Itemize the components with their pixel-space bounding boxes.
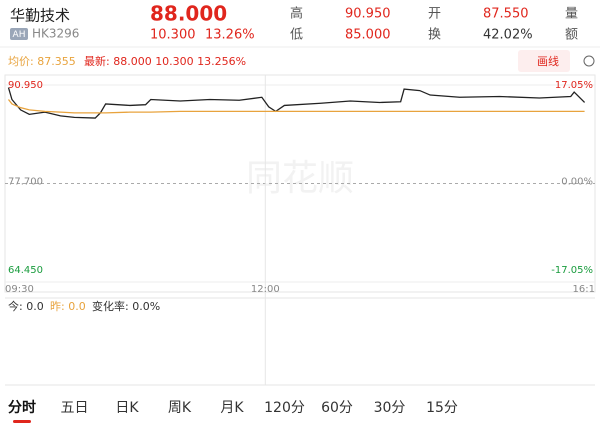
x-tick-label: 16:1 — [573, 284, 595, 295]
tab[interactable]: 月K — [220, 400, 244, 416]
stat-value: 90.950 — [345, 7, 391, 22]
tab[interactable]: 120分 — [264, 400, 305, 416]
badge: AH — [13, 30, 26, 40]
stat-label: 换 — [428, 28, 441, 43]
y-tick-label: 64.450 — [8, 265, 43, 276]
ind-rate: 变化率: 0.0% — [92, 299, 160, 313]
stat-label: 额 — [565, 28, 578, 43]
stat-label: 低 — [290, 28, 303, 43]
y-tick-label: 90.950 — [8, 80, 43, 91]
ind-today: 今: 0.0 — [8, 299, 44, 313]
draw-button-bg[interactable] — [518, 50, 570, 72]
badge-bg — [10, 28, 28, 40]
price: 88.000 — [150, 2, 227, 26]
y-tick-label: 77.700 — [8, 177, 43, 188]
tab[interactable]: 分时 — [8, 399, 36, 416]
stat-label: 量 — [565, 7, 578, 22]
stat-label: 高 — [290, 6, 303, 22]
stat-value: 42.02% — [483, 28, 533, 43]
price-line — [7, 99, 585, 114]
price-line — [7, 87, 586, 119]
watermark: 同花顺 — [246, 158, 354, 199]
avg-price: 均价: 87.355 — [8, 55, 76, 68]
y2-tick-label: 17.05% — [555, 80, 593, 91]
draw-button[interactable]: 画线 — [537, 54, 559, 68]
y2-tick-label: -17.05% — [551, 265, 593, 276]
y2-tick-label: 0.00% — [561, 177, 593, 188]
tab[interactable]: 日K — [115, 400, 139, 416]
latest: 最新: 88.000 10.300 13.256% — [84, 54, 246, 68]
tab[interactable]: 周K — [168, 400, 192, 416]
stat-value: 85.000 — [345, 28, 391, 43]
stat-label: 开 — [428, 7, 441, 22]
stock-code: HK3296 — [32, 27, 79, 41]
tab[interactable]: 30分 — [374, 400, 406, 416]
ind-yesterday: 昨: 0.0 — [50, 300, 86, 313]
settings-icon[interactable] — [583, 55, 595, 67]
tab-underline — [13, 420, 31, 423]
change-pct: 13.26% — [205, 28, 255, 43]
change: 10.300 — [150, 28, 196, 43]
x-tick-label: 12:00 — [251, 284, 280, 295]
tab[interactable]: 60分 — [321, 400, 353, 416]
tab[interactable]: 五日 — [61, 400, 89, 416]
stat-value: 87.550 — [483, 7, 529, 22]
tab[interactable]: 15分 — [426, 400, 458, 416]
stock-name: 华勤技术 — [10, 7, 70, 25]
x-tick-label: 09:30 — [5, 284, 34, 295]
